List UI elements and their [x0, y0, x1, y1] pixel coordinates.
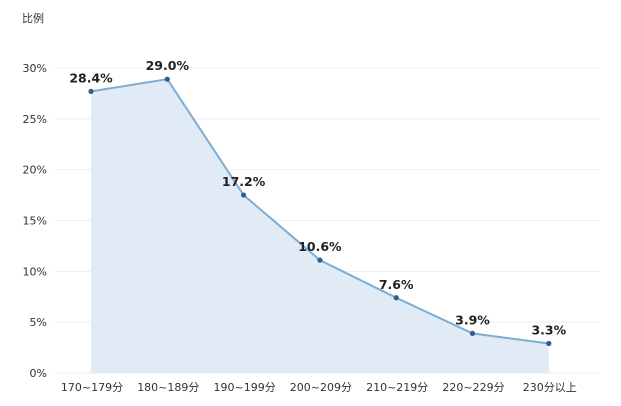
y-tick-label: 15% — [23, 215, 47, 228]
y-tick-label: 10% — [23, 265, 47, 278]
data-label: 7.6% — [379, 277, 414, 292]
x-tick-label: 230分以上 — [523, 381, 577, 394]
data-labels: 28.4% 29.0% 17.2% 10.6% 7.6% 3.9% 3.3% — [69, 58, 566, 337]
data-point — [164, 76, 170, 82]
x-tick-labels: 170~179分 180~189分 190~199分 200~209分 210~219分… — [61, 381, 577, 394]
x-tick-label: 210~219分 — [366, 381, 428, 394]
data-label: 3.3% — [531, 323, 566, 338]
y-axis-label: 比例 — [22, 11, 44, 25]
data-label: 3.9% — [455, 312, 490, 327]
data-point — [241, 192, 247, 198]
x-tick-label: 200~209分 — [290, 381, 352, 394]
y-tick-label: 30% — [23, 62, 47, 75]
y-tick-labels: 0% 5% 10% 15% 20% 25% 30% — [23, 62, 47, 380]
data-point — [393, 295, 399, 301]
data-point — [317, 257, 323, 263]
series-area — [91, 79, 549, 373]
x-tick-label: 180~189分 — [137, 381, 199, 394]
x-tick-label: 170~179分 — [61, 381, 123, 394]
data-point — [546, 340, 552, 347]
x-tick-label: 220~229分 — [442, 381, 504, 394]
y-tick-label: 0% — [30, 367, 47, 380]
data-label: 10.6% — [298, 239, 342, 254]
data-point — [469, 330, 476, 336]
data-points — [88, 76, 552, 347]
x-tick-label: 190~199分 — [213, 381, 275, 394]
y-tick-label: 20% — [23, 164, 47, 177]
data-label: 28.4% — [69, 70, 113, 85]
data-label: 17.2% — [222, 174, 266, 189]
data-label: 29.0% — [146, 58, 190, 73]
data-point — [88, 88, 94, 94]
y-tick-label: 5% — [30, 316, 47, 329]
y-tick-label: 25% — [23, 113, 47, 126]
